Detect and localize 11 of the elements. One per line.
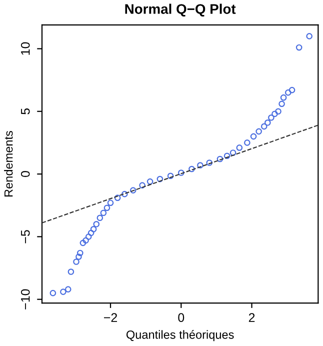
y-tick-label: −5 (21, 230, 30, 244)
x-tick-label: −2 (104, 313, 117, 322)
y-axis-title: Rendements (4, 130, 13, 196)
y-tick-label: 0 (20, 171, 30, 178)
x-tick-label: 0 (178, 313, 184, 322)
x-axis-title: Quantiles théoriques (126, 330, 234, 342)
y-tick-label: 10 (20, 42, 30, 55)
x-tick-label: 2 (248, 313, 255, 322)
chart-title: Normal Q−Q Plot (125, 4, 236, 17)
y-tick-label: −10 (20, 289, 30, 310)
y-tick-label: 5 (21, 108, 30, 114)
